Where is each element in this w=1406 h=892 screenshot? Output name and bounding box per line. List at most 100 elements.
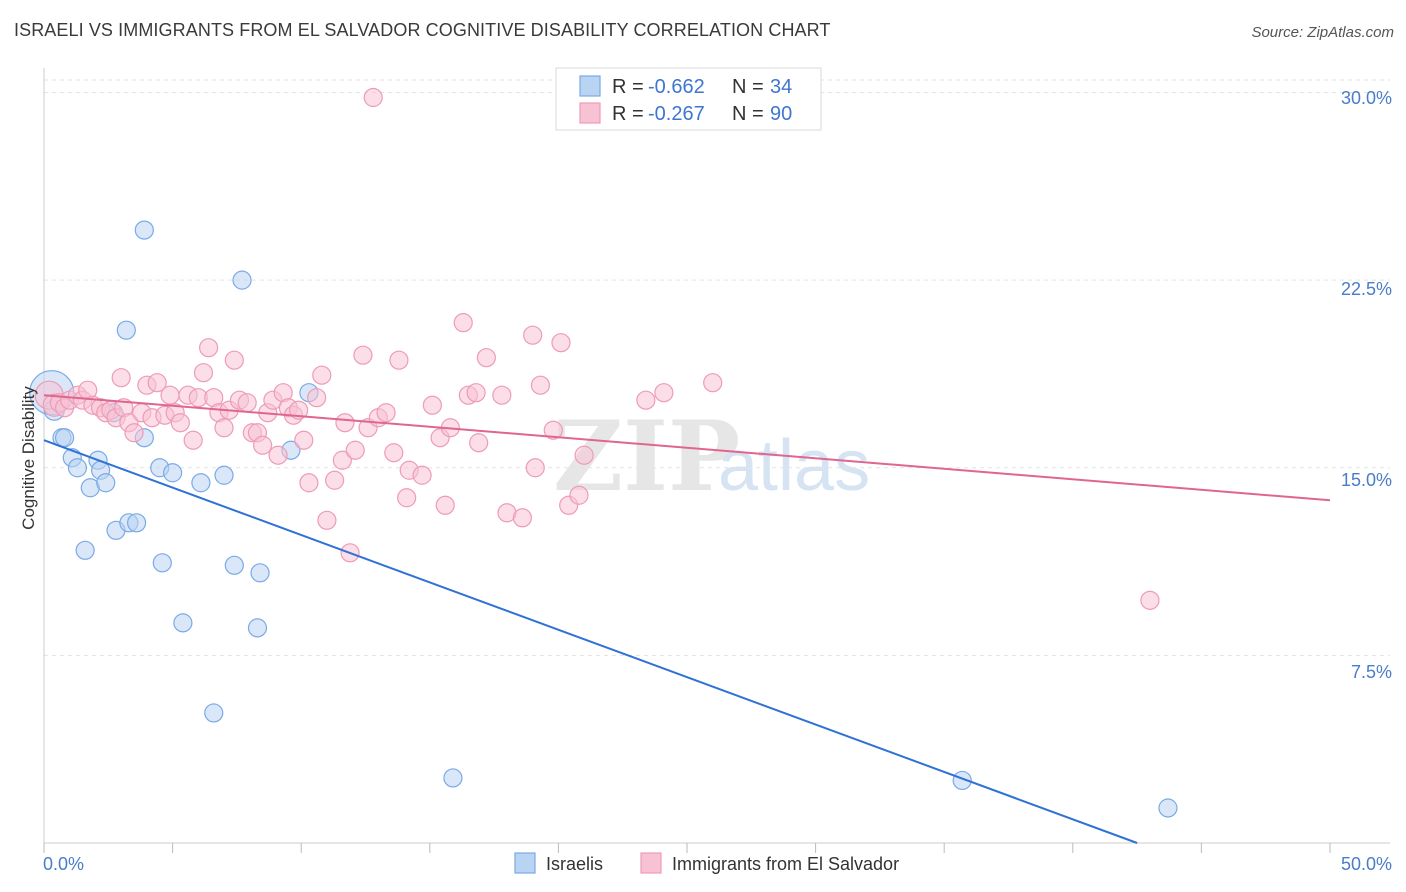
grid <box>44 79 1390 656</box>
chart-source: Source: ZipAtlas.com <box>1251 24 1394 41</box>
point-el-salvador-28 <box>193 363 214 383</box>
point-el-salvador-74 <box>469 433 489 453</box>
point-el-salvador-56 <box>345 440 365 460</box>
point-el-salvador-80 <box>525 458 545 478</box>
trend-line-el-salvador <box>43 394 1331 502</box>
bottom-legend: Israelis Immigrants from El Salvador <box>514 852 899 874</box>
legend-n-label-el-salvador: N = <box>732 103 764 125</box>
point-israelis-3 <box>54 428 75 448</box>
point-el-salvador-59 <box>363 87 383 108</box>
point-el-salvador-16 <box>124 423 144 443</box>
point-el-salvador-66 <box>412 465 432 485</box>
point-el-salvador-87 <box>636 390 656 410</box>
point-israelis-21 <box>173 613 193 633</box>
point-el-salvador-78 <box>512 508 532 528</box>
bottom-legend-swatch-el-salvador <box>640 852 662 874</box>
point-el-salvador-53 <box>332 450 352 470</box>
legend-n-label-israelis: N = <box>732 76 764 98</box>
point-el-salvador-39 <box>253 435 273 455</box>
legend-r-value-israelis: -0.662 <box>648 76 705 98</box>
point-el-salvador-89 <box>703 373 723 393</box>
point-israelis-25 <box>224 555 244 575</box>
point-el-salvador-62 <box>384 443 404 463</box>
point-el-salvador-24 <box>170 413 190 433</box>
y-tick-label-30: 30.0% <box>1341 88 1392 108</box>
point-israelis-26 <box>232 270 252 290</box>
point-israelis-6 <box>75 540 95 560</box>
point-el-salvador-83 <box>551 333 571 353</box>
point-el-salvador-71 <box>453 313 473 333</box>
legend: R = -0.662 N = 34 R = -0.267 N = 90 <box>555 67 822 131</box>
point-israelis-10 <box>96 473 116 493</box>
point-israelis-24 <box>214 465 234 485</box>
point-el-salvador-73 <box>466 383 486 403</box>
point-el-salvador-85 <box>569 485 589 505</box>
legend-r-label-israelis: R = <box>612 76 644 98</box>
point-el-salvador-34 <box>224 350 244 370</box>
point-israelis-20 <box>163 463 183 483</box>
trend-lines <box>43 394 1331 844</box>
point-el-salvador-47 <box>294 430 314 450</box>
point-israelis-16 <box>134 220 154 240</box>
chart-title: ISRAELI VS IMMIGRANTS FROM EL SALVADOR C… <box>14 20 831 40</box>
point-el-salvador-42 <box>268 445 288 465</box>
legend-swatch-el-salvador <box>579 102 601 124</box>
point-el-salvador-81 <box>530 375 550 395</box>
point-el-salvador-67 <box>422 395 442 415</box>
point-el-salvador-22 <box>160 385 180 405</box>
point-el-salvador-86 <box>574 445 594 465</box>
scatter-points <box>29 87 1178 818</box>
point-israelis-22 <box>191 473 211 493</box>
point-israelis-27 <box>247 618 268 638</box>
point-el-salvador-54 <box>335 413 355 433</box>
point-israelis-15 <box>126 513 147 533</box>
point-el-salvador-57 <box>353 345 373 365</box>
y-tick-label-15: 15.0% <box>1341 470 1392 490</box>
point-israelis-23 <box>204 703 224 723</box>
point-israelis-33 <box>1158 798 1178 818</box>
y-tick-label-22-5: 22.5% <box>1341 279 1392 299</box>
point-el-salvador-88 <box>654 383 674 403</box>
point-el-salvador-51 <box>317 510 337 530</box>
legend-n-value-israelis: 34 <box>770 76 792 98</box>
x-tick-label-max: 50.0% <box>1341 854 1392 874</box>
trend-line-israelis <box>43 439 1138 844</box>
point-el-salvador-29 <box>199 338 219 358</box>
point-el-salvador-79 <box>523 325 543 345</box>
point-israelis-5 <box>67 458 88 478</box>
legend-r-label-el-salvador: R = <box>612 103 644 125</box>
y-tick-label-7-5: 7.5% <box>1351 662 1392 682</box>
point-el-salvador-76 <box>492 385 512 405</box>
point-israelis-28 <box>250 563 270 583</box>
watermark-atlas: atlas <box>718 426 870 506</box>
legend-n-value-el-salvador: 90 <box>770 103 792 125</box>
point-el-salvador-90 <box>1140 590 1160 610</box>
bottom-legend-label-israelis: Israelis <box>546 854 603 874</box>
y-axis-label: Cognitive Disability <box>19 386 38 530</box>
legend-swatch-israelis <box>579 75 601 97</box>
point-el-salvador-49 <box>307 388 327 408</box>
point-el-salvador-69 <box>435 495 455 515</box>
legend-r-value-el-salvador: -0.267 <box>648 103 705 125</box>
point-el-salvador-64 <box>397 488 417 508</box>
point-el-salvador-13 <box>111 368 131 388</box>
point-israelis-18 <box>152 553 172 573</box>
point-el-salvador-26 <box>183 430 203 450</box>
bottom-legend-swatch-israelis <box>514 852 536 874</box>
point-el-salvador-63 <box>389 350 409 370</box>
point-el-salvador-32 <box>214 418 234 438</box>
point-israelis-31 <box>443 768 463 788</box>
point-el-salvador-50 <box>312 365 332 385</box>
axes <box>43 68 1390 853</box>
x-tick-label-min: 0.0% <box>43 854 84 874</box>
point-el-salvador-36 <box>237 393 257 413</box>
point-israelis-13 <box>116 320 136 340</box>
point-el-salvador-52 <box>325 470 345 490</box>
point-el-salvador-82 <box>543 420 563 440</box>
point-el-salvador-48 <box>299 473 319 493</box>
point-el-salvador-75 <box>476 348 496 368</box>
point-el-salvador-20 <box>147 373 167 393</box>
point-el-salvador-61 <box>376 403 396 423</box>
bottom-legend-label-el-salvador: Immigrants from El Salvador <box>672 854 899 874</box>
